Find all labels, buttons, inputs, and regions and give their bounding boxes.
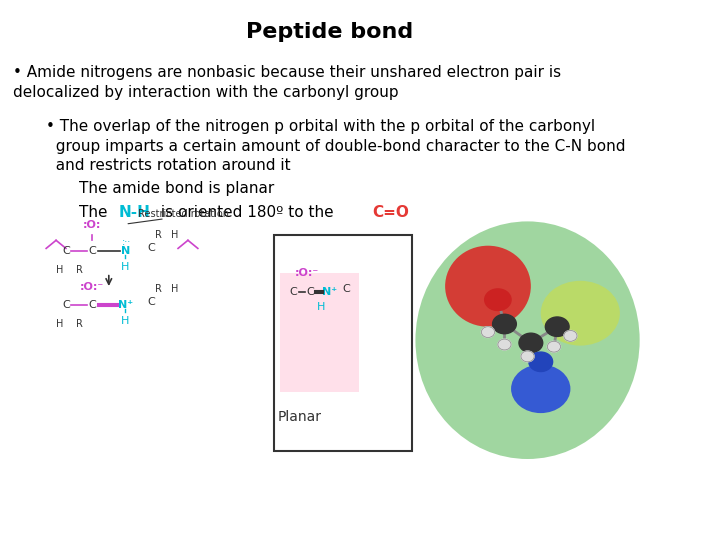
Ellipse shape — [511, 364, 570, 413]
Text: Peptide bond: Peptide bond — [246, 22, 413, 42]
Text: N: N — [121, 246, 130, 256]
Ellipse shape — [445, 246, 531, 327]
Text: R: R — [155, 284, 162, 294]
Text: N-H: N-H — [119, 205, 150, 220]
Text: H: H — [171, 230, 179, 240]
Text: H: H — [55, 319, 63, 329]
Circle shape — [519, 333, 543, 353]
Text: is oriented 180º to the: is oriented 180º to the — [156, 205, 338, 220]
Circle shape — [547, 341, 561, 352]
Text: H: H — [121, 316, 130, 326]
Text: C: C — [89, 246, 96, 256]
Text: The amide bond is planar: The amide bond is planar — [79, 181, 274, 196]
Text: C=O: C=O — [372, 205, 409, 220]
Text: C: C — [89, 300, 96, 310]
Circle shape — [521, 351, 534, 362]
Text: :O:⁻: :O:⁻ — [294, 268, 319, 278]
Text: R: R — [76, 319, 83, 329]
Text: Restricted rotation: Restricted rotation — [138, 208, 230, 219]
Text: • Amide nitrogens are nonbasic because their unshared electron pair is
delocaliz: • Amide nitrogens are nonbasic because t… — [13, 65, 562, 99]
Circle shape — [545, 317, 569, 336]
Text: C: C — [62, 246, 70, 256]
Ellipse shape — [541, 281, 620, 346]
Text: :O:⁻: :O:⁻ — [80, 281, 104, 292]
Ellipse shape — [415, 221, 639, 459]
Text: C: C — [342, 284, 350, 294]
Text: N⁺: N⁺ — [118, 300, 133, 310]
Text: :··: :·· — [122, 237, 131, 247]
Text: Planar: Planar — [278, 410, 322, 424]
Circle shape — [485, 289, 511, 310]
Text: R: R — [76, 265, 83, 275]
Text: C: C — [148, 298, 156, 307]
Circle shape — [492, 314, 516, 334]
Text: :O:: :O: — [83, 219, 102, 230]
Text: H: H — [171, 284, 179, 294]
Circle shape — [498, 339, 511, 350]
Text: The: The — [79, 205, 112, 220]
Circle shape — [564, 330, 577, 341]
FancyBboxPatch shape — [280, 273, 359, 392]
Text: H: H — [121, 262, 130, 272]
Text: C: C — [62, 300, 70, 310]
Text: H: H — [317, 302, 325, 313]
Text: C: C — [148, 244, 156, 253]
Text: R: R — [155, 230, 162, 240]
Circle shape — [482, 327, 495, 338]
Text: • The overlap of the nitrogen p orbital with the p orbital of the carbonyl
  gro: • The overlap of the nitrogen p orbital … — [46, 119, 626, 173]
Circle shape — [529, 352, 553, 372]
FancyBboxPatch shape — [274, 235, 412, 451]
Text: C: C — [289, 287, 297, 296]
Text: C: C — [306, 287, 314, 296]
Text: N⁺: N⁺ — [322, 287, 337, 296]
Text: H: H — [55, 265, 63, 275]
